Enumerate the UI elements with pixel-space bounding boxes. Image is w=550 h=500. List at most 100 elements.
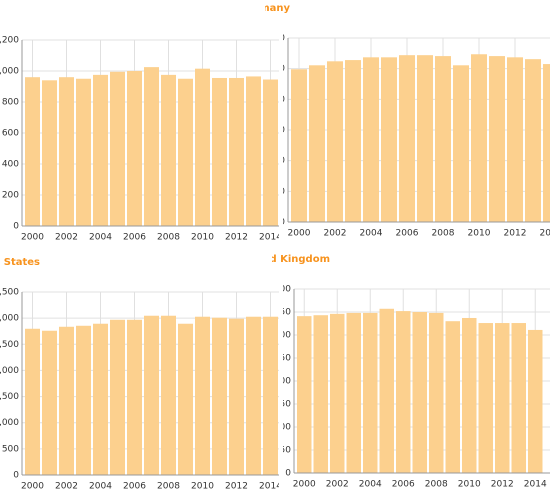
x-tick-label: 2012: [225, 482, 248, 492]
x-tick-label: 2000: [21, 482, 44, 492]
bar: [363, 57, 379, 222]
bar: [412, 312, 427, 473]
bar: [42, 80, 57, 226]
bar: [93, 74, 108, 226]
y-tick-label: 1,500: [0, 392, 19, 402]
bar: [144, 315, 159, 475]
bar: [429, 312, 444, 473]
bar: [511, 323, 526, 473]
bar: [263, 79, 278, 227]
bar: [417, 55, 433, 222]
y-tick-label: 800: [2, 98, 19, 108]
bar: [110, 71, 125, 227]
chart-panel: 0 100 200 300 400 500 600 2000 2002 2004 2006 2008 2…: [268, 34, 550, 239]
bar: [453, 65, 469, 222]
y-tick-label: 0: [279, 218, 285, 228]
bar: [127, 71, 142, 226]
bar: [195, 68, 210, 226]
bar: [161, 315, 176, 475]
y-tick-label: 2,000: [0, 366, 19, 376]
bar: [291, 69, 307, 222]
x-tick-label: 2004: [359, 480, 382, 490]
bar: [93, 323, 108, 475]
x-tick-label: 2012: [504, 229, 527, 239]
x-tick-label: 2014: [259, 233, 282, 243]
x-tick-label: 2002: [324, 229, 347, 239]
x-tick-label: 2006: [392, 480, 415, 490]
bar: [59, 77, 74, 226]
bar: [246, 76, 261, 226]
bar: [76, 325, 91, 475]
bar: [76, 78, 91, 226]
x-tick-label: 2014: [524, 480, 547, 490]
bar: [346, 312, 361, 473]
bar: [178, 323, 193, 475]
x-tick-label: 2010: [468, 229, 491, 239]
chart-panel: 0 500 1,000 1,500 2,000 2,500 3,000 3,500 2000 20…: [0, 288, 282, 492]
bar: [327, 61, 343, 222]
bar: [330, 313, 345, 473]
bar: [229, 318, 244, 475]
y-tick-label: 400: [274, 285, 291, 295]
bar: [229, 77, 244, 226]
y-tick-label: 200: [274, 377, 291, 387]
y-tick-label: 600: [2, 129, 19, 139]
x-tick-label: 2002: [55, 482, 78, 492]
y-tick-label: 150: [274, 400, 291, 410]
y-tick-label: 350: [274, 308, 291, 318]
bar: [435, 56, 451, 222]
chart-title: United States: [0, 257, 40, 268]
y-tick-label: 0: [13, 471, 19, 481]
x-tick-label: 2008: [432, 229, 455, 239]
y-tick-label: 0: [285, 469, 291, 479]
y-tick-label: 400: [2, 160, 19, 170]
x-tick-label: 2000: [21, 233, 44, 243]
bar: [127, 319, 142, 475]
x-tick-label: 2002: [55, 233, 78, 243]
bar: [396, 311, 411, 473]
y-tick-label: 50: [280, 446, 292, 456]
y-tick-label: 100: [268, 187, 285, 197]
bar: [212, 77, 227, 226]
bar: [379, 308, 394, 473]
y-tick-label: 2,500: [0, 340, 19, 350]
x-tick-label: 2014: [259, 482, 282, 492]
y-tick-label: 1,000: [0, 67, 19, 77]
y-tick-label: 300: [268, 126, 285, 136]
bar: [507, 57, 523, 222]
bar: [263, 316, 278, 475]
bar: [25, 328, 40, 475]
y-tick-label: 0: [13, 222, 19, 232]
y-tick-label: 200: [2, 191, 19, 201]
bar: [309, 65, 325, 222]
x-tick-label: 2014: [540, 229, 550, 239]
bar: [399, 55, 415, 222]
y-tick-label: 400: [268, 95, 285, 105]
y-tick-label: 300: [274, 331, 291, 341]
bar: [462, 317, 477, 473]
y-tick-label: 3,000: [0, 314, 19, 324]
x-tick-label: 2004: [360, 229, 383, 239]
x-tick-label: 2008: [157, 233, 180, 243]
chart-title: Germany: [239, 3, 290, 14]
x-tick-label: 2010: [191, 482, 214, 492]
y-tick-label: 500: [2, 444, 19, 454]
x-tick-label: 2008: [157, 482, 180, 492]
x-tick-label: 2008: [425, 480, 448, 490]
bar: [42, 330, 57, 475]
bar: [212, 317, 227, 475]
bar: [246, 316, 261, 475]
bar: [381, 57, 397, 222]
y-tick-label: 250: [274, 354, 291, 364]
bar: [178, 78, 193, 226]
bar: [489, 56, 505, 222]
x-tick-label: 2000: [288, 229, 311, 239]
bar: [59, 326, 74, 475]
bar: [313, 315, 328, 473]
bar: [110, 319, 125, 475]
bar: [195, 316, 210, 475]
x-tick-label: 2012: [225, 233, 248, 243]
bar: [543, 64, 550, 222]
bar: [161, 74, 176, 226]
